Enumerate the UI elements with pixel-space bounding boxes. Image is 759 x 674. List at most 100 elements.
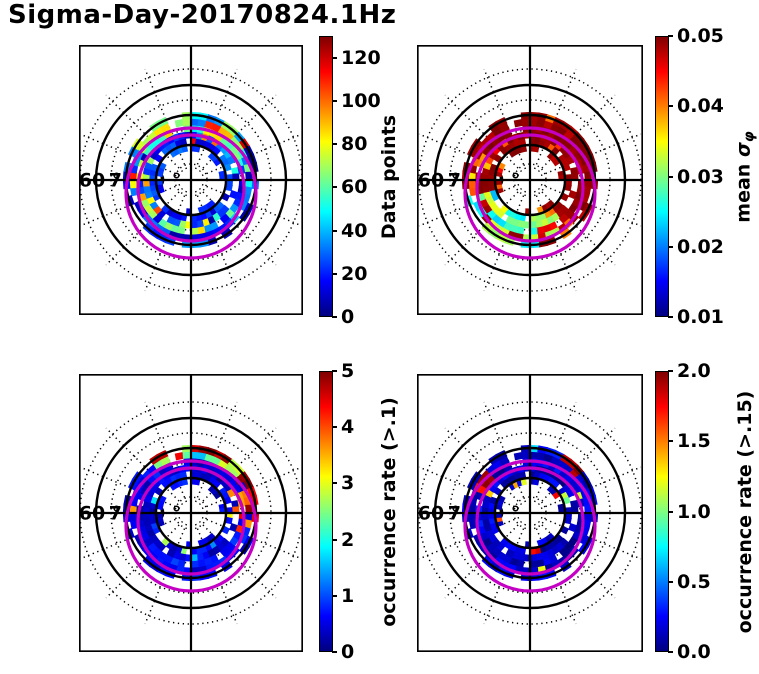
colorbar-occurrence-rate-gt-0.1	[319, 371, 333, 652]
heat-cell	[534, 553, 543, 562]
heat-cell	[535, 226, 545, 235]
colorbar-tick-label: 0.5	[677, 570, 711, 593]
heat-cell	[468, 171, 476, 181]
colorbar-occurrence-rate-gt-0.15	[655, 371, 669, 652]
heat-cell	[513, 451, 524, 461]
colorbar-title-part: φ	[741, 130, 758, 142]
heat-cell	[129, 512, 137, 522]
colorbar-tick	[332, 316, 337, 318]
heat-cell	[182, 451, 192, 459]
heat-cell	[174, 118, 185, 128]
heat-cell	[558, 213, 570, 224]
heat-cell	[129, 186, 139, 197]
heat-cell	[529, 451, 539, 459]
heat-cell	[245, 504, 253, 514]
colorbar-title-part: mean	[732, 156, 755, 223]
colorbar-tick	[332, 370, 337, 372]
heat-cell	[518, 138, 527, 147]
colorbar-tick	[668, 440, 673, 443]
heat-cell	[195, 553, 204, 562]
heat-cell	[190, 560, 199, 569]
heat-cell	[582, 519, 592, 530]
colorbar-tick-label: 20	[341, 262, 368, 285]
colorbar-tick-label: 2.0	[677, 360, 711, 382]
colorbar-tick-label: 100	[341, 89, 381, 112]
heat-cell	[159, 455, 171, 467]
plot-border	[417, 45, 643, 315]
heat-cell	[570, 167, 579, 176]
heat-cell	[196, 226, 206, 235]
heat-cell	[179, 138, 188, 147]
heat-cell	[190, 118, 200, 126]
colorbar-title-occurrence-rate-gt-0.15: occurrence rate (>.15)	[734, 390, 756, 633]
colorbar-tick	[332, 426, 337, 429]
auroral-oval	[475, 133, 585, 243]
colorbar-tick	[332, 186, 337, 189]
heat-cell	[529, 118, 539, 126]
colorbar-tick	[332, 594, 337, 597]
auroral-oval-curves	[463, 126, 597, 260]
heat-cell	[563, 516, 572, 525]
colorbar-tick	[668, 316, 673, 318]
solid-grid	[417, 45, 643, 315]
heat-cell	[568, 190, 578, 199]
colorbar-title-mean-sigma-phi: mean σφ	[733, 131, 758, 222]
colorbar-tick-label: 0.02	[677, 235, 724, 258]
heat-cell	[219, 213, 231, 224]
heat-cell	[142, 517, 151, 526]
heat-cell	[231, 500, 240, 509]
heat-cell	[159, 122, 171, 134]
heat-cell	[518, 471, 527, 480]
polar-plot-top-left: 60 °70 °80 °	[79, 45, 303, 315]
colorbar-tick	[332, 56, 337, 59]
colorbar-tick	[668, 370, 673, 372]
heat-cell	[129, 504, 137, 514]
heat-cell	[536, 118, 547, 128]
heat-cell	[195, 220, 204, 229]
heat-cell	[582, 186, 592, 197]
heat-cell	[129, 171, 137, 181]
colorbar-title-part: σ	[732, 141, 755, 157]
colorbar-tick	[332, 272, 337, 275]
heat-cell	[534, 220, 543, 229]
colorbar-title-data-points: Data points	[378, 114, 400, 239]
solid-grid	[79, 45, 303, 315]
heat-cell	[498, 122, 510, 134]
colorbar-tick	[668, 510, 673, 513]
colorbar-tick	[332, 99, 337, 102]
colorbar-tick-label: 60	[341, 176, 368, 199]
heat-cell	[584, 171, 592, 181]
heat-cell	[197, 118, 208, 128]
heat-cell	[558, 546, 570, 557]
heat-cell	[245, 171, 253, 181]
auroral-oval	[136, 466, 246, 576]
heat-cell	[182, 118, 192, 126]
auroral-oval	[124, 126, 258, 260]
heat-cell	[196, 559, 206, 568]
colorbar-tick-label: 1	[341, 584, 355, 607]
heat-cell	[513, 118, 524, 128]
colorbar-tick-label: 5	[341, 360, 355, 382]
colorbar-tick-label: 0.0	[677, 641, 711, 663]
heat-cell	[179, 471, 188, 480]
heat-cell	[584, 504, 592, 514]
heat-cell	[190, 451, 200, 459]
heat-cell	[536, 451, 547, 461]
colorbar-tick-label: 0	[341, 306, 355, 328]
heat-cell	[468, 512, 476, 522]
heat-cell	[224, 183, 233, 192]
heat-cell	[245, 179, 253, 189]
plot-border	[79, 45, 303, 315]
polar-plot-top-right: 60 °70 °80 °	[417, 45, 643, 315]
heat-cell	[245, 512, 253, 522]
colorbar-tick-label: 0	[341, 641, 355, 663]
auroral-oval-curves	[124, 126, 258, 260]
colorbar-tick	[332, 538, 337, 541]
heat-cell	[468, 519, 478, 530]
auroral-oval	[124, 459, 258, 593]
heat-cell	[568, 523, 578, 532]
heat-cell	[219, 546, 231, 557]
colorbar-mean-sigma-phi	[655, 36, 669, 317]
colorbar-tick-label: 2	[341, 528, 355, 551]
